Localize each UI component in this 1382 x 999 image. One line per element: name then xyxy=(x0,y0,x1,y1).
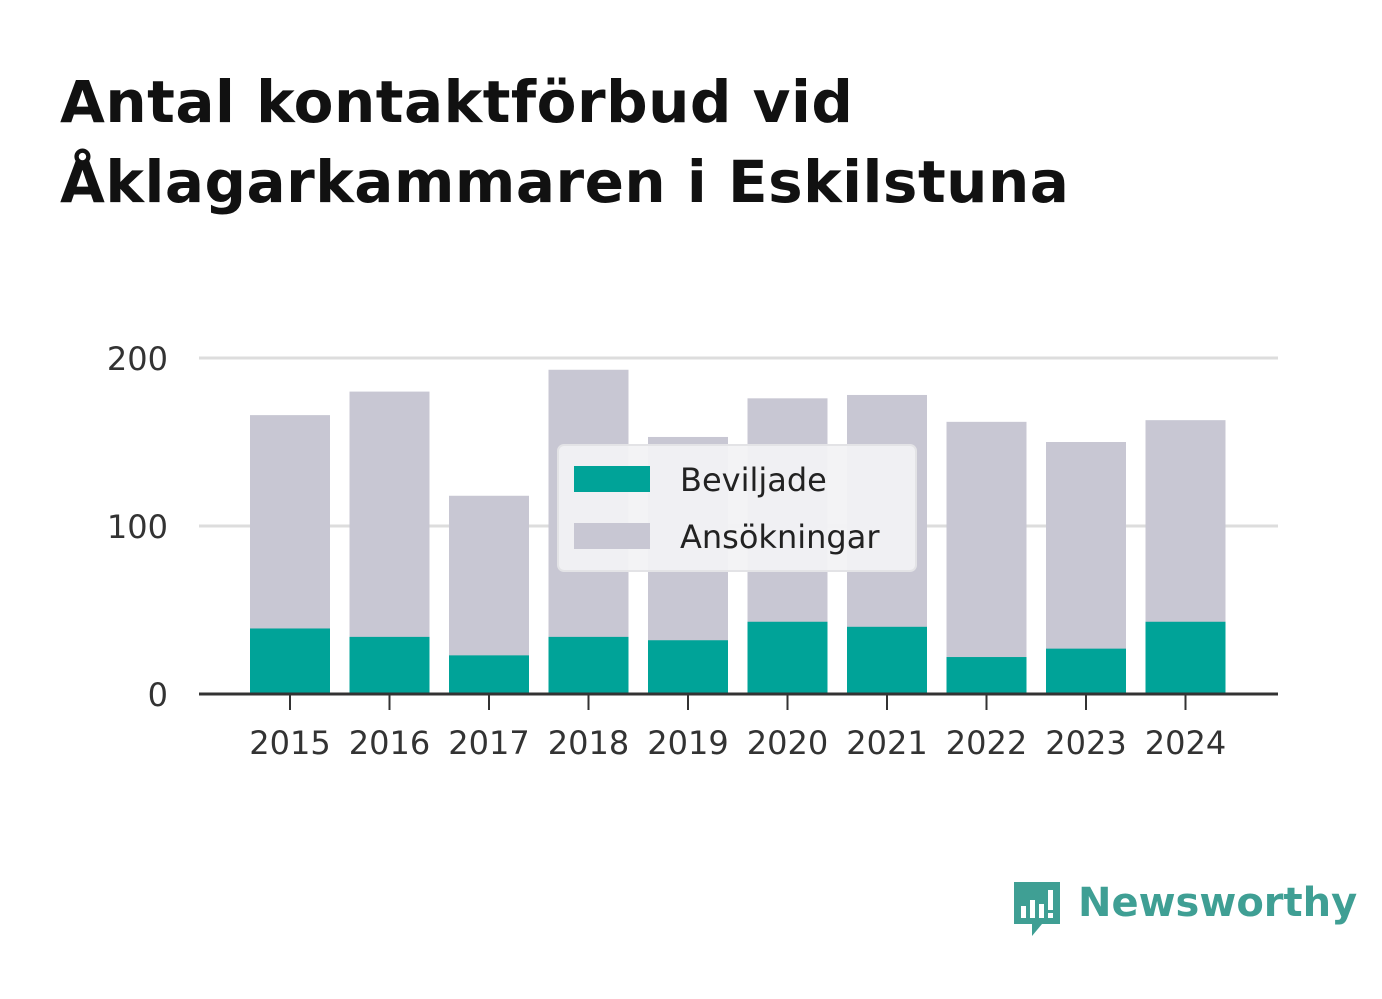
bar-beviljade-2022 xyxy=(946,657,1027,694)
x-tick-label-2024: 2024 xyxy=(1145,724,1226,762)
chart-title-line-2: Åklagarkammaren i Eskilstuna xyxy=(60,148,1070,216)
y-tick-label-200: 200 xyxy=(107,340,168,378)
legend-label-beviljade: Beviljade xyxy=(680,461,827,499)
bar-beviljade-2017 xyxy=(449,655,529,694)
chart-title: Antal kontaktförbud vid Åklagarkammaren … xyxy=(60,62,1260,222)
brand-name: Newsworthy xyxy=(1078,880,1358,926)
bar-chart: 0 100 200 2015 2016 2017 2018 2019 2020 2021 2022… xyxy=(107,340,1278,762)
x-tick-label-2020: 2020 xyxy=(747,724,828,762)
y-tick-label-100: 100 xyxy=(107,508,168,546)
bar-beviljade-2016 xyxy=(349,636,430,694)
x-tick-label-2022: 2022 xyxy=(946,724,1027,762)
chart-title-line-1: Antal kontaktförbud vid xyxy=(60,68,854,136)
newsworthy-logo: Newsworthy xyxy=(1010,878,1357,942)
x-tick-label-2019: 2019 xyxy=(647,724,728,762)
bar-beviljade-2015 xyxy=(250,628,330,694)
bar-beviljade-2019 xyxy=(648,640,728,694)
y-axis-tick-labels: 0 100 200 xyxy=(107,340,168,714)
legend-swatch-ans-kningar xyxy=(574,523,650,549)
bar-beviljade-2021 xyxy=(847,626,927,694)
bar-ans-kningar-2022 xyxy=(946,421,1027,694)
bar-beviljade-2023 xyxy=(1046,648,1126,694)
legend-label-ans-kningar: Ansökningar xyxy=(680,518,880,556)
legend-swatch-beviljade xyxy=(574,466,650,492)
x-tick-label-2016: 2016 xyxy=(349,724,430,762)
x-tick-label-2021: 2021 xyxy=(846,724,927,762)
x-tick-label-2023: 2023 xyxy=(1045,724,1126,762)
bar-beviljade-2024 xyxy=(1145,621,1226,694)
bar-beviljade-2020 xyxy=(747,621,828,694)
x-tick-label-2018: 2018 xyxy=(548,724,629,762)
y-tick-label-0: 0 xyxy=(148,676,168,714)
legend: Beviljade Ansökningar xyxy=(557,444,917,572)
x-axis xyxy=(199,692,1278,710)
x-tick-label-2017: 2017 xyxy=(448,724,529,762)
bar-beviljade-2018 xyxy=(548,636,629,694)
x-tick-label-2015: 2015 xyxy=(249,724,330,762)
x-axis-tick-labels: 2015 2016 2017 2018 2019 2020 2021 2022 2023 2024 xyxy=(249,724,1226,762)
newsworthy-chart-bubble-icon xyxy=(1014,882,1060,936)
